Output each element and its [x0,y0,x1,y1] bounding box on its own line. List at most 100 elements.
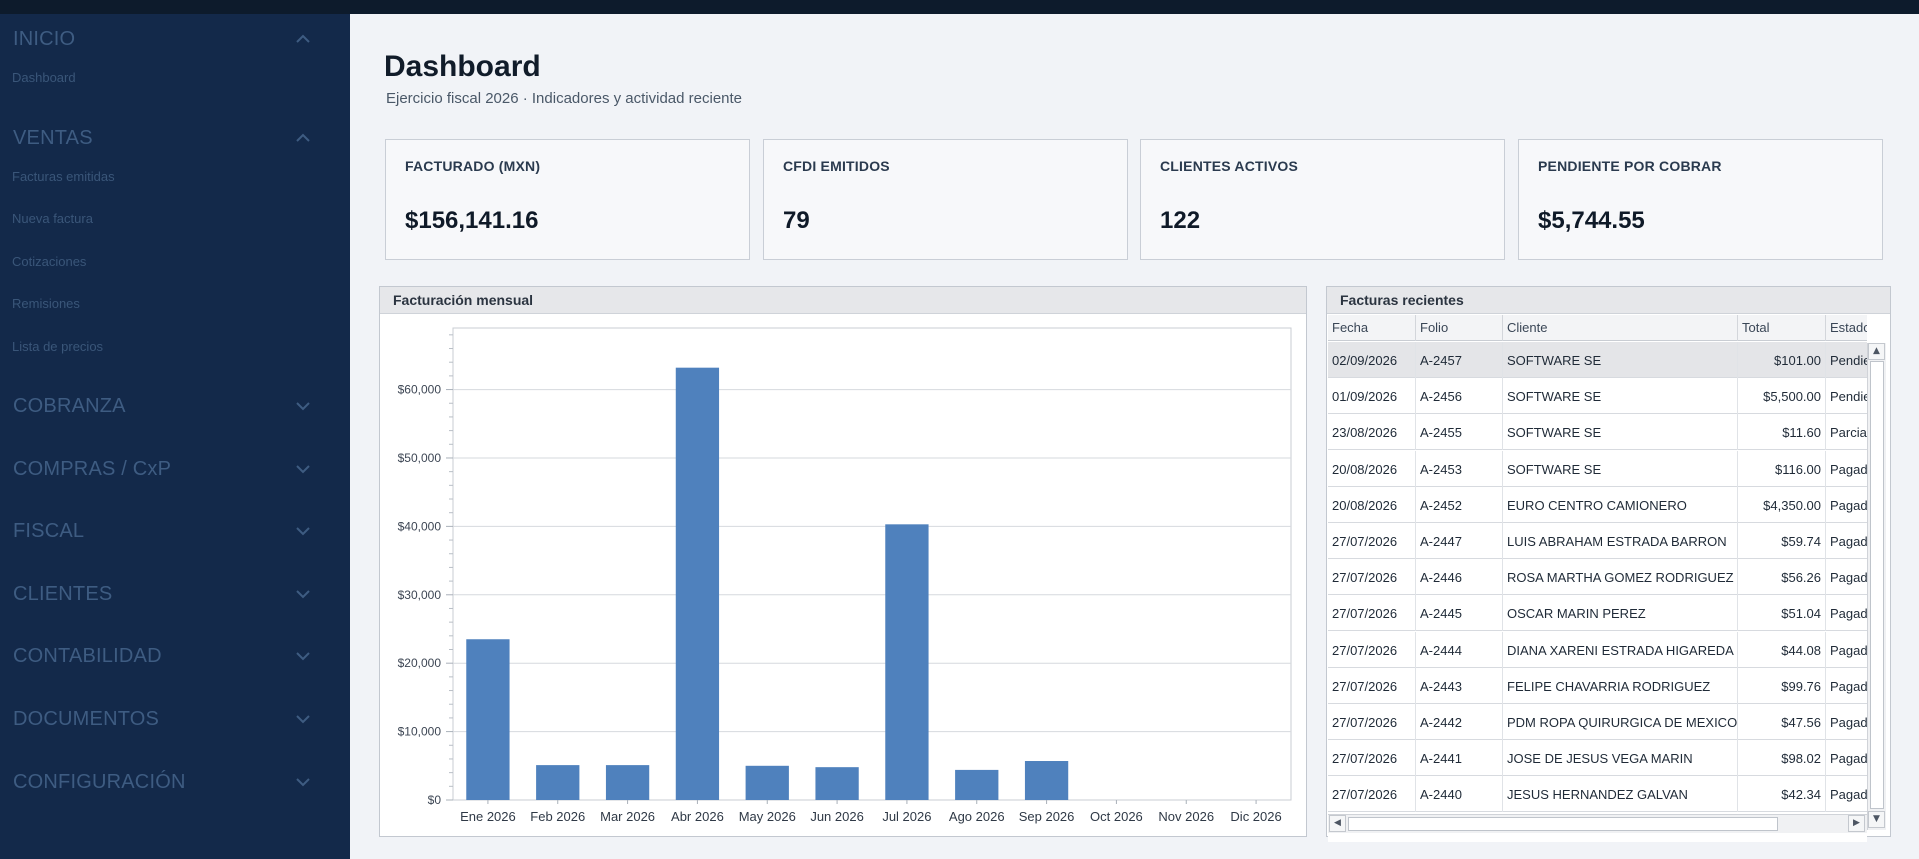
column-header-fecha[interactable]: Fecha [1328,315,1416,341]
table-row[interactable]: 27/07/2026 A-2447 LUIS ABRAHAM ESTRADA BAR… [1328,523,1867,559]
horizontal-scroll-thumb[interactable] [1348,817,1778,831]
kpi-label: PENDIENTE POR COBRAR [1538,158,1722,174]
chart-panel: Facturación mensual $0 $10,000 $20,000 $30,… [379,286,1307,837]
sidebar-item-label: Nueva factura [12,211,93,226]
cell-cliente: SOFTWARE SE [1503,414,1738,451]
cell-cliente: DIANA XARENI ESTRADA HIGAREDA [1503,631,1738,668]
y-tick-label: $0 [428,793,442,807]
y-tick-label: $60,000 [398,383,442,397]
nav-group-ventas[interactable]: VENTAS [0,119,350,159]
column-header-estado[interactable]: Estado [1826,315,1867,341]
vertical-scroll-thumb[interactable] [1870,361,1884,809]
chevron-down-icon[interactable] [294,524,312,538]
cell-estado: Pendiente [1826,342,1867,378]
table-row[interactable]: 27/07/2026 A-2445 OSCAR MARIN PEREZ $51.04 P… [1328,595,1867,632]
cell-cliente: SOFTWARE SE [1503,342,1738,378]
bar-feb-2026 [536,765,580,800]
cell-estado: Pagada [1826,595,1867,631]
cell-estado: Pagada [1826,523,1867,559]
kpi-card-clientes-activos: CLIENTES ACTIVOS 122 [1140,139,1505,260]
cell-total: $51.04 [1738,595,1826,632]
vertical-scrollbar[interactable]: ▲ ▼ [1867,343,1886,830]
sidebar-item-remisiones[interactable]: Remisiones [0,290,350,318]
nav-group-fiscal[interactable]: FISCAL [0,512,350,552]
nav-group-configuracion[interactable]: CONFIGURACIÓN [0,763,350,803]
sidebar-item-lista-de-precios[interactable]: Lista de precios [0,333,350,361]
column-header-folio[interactable]: Folio [1416,315,1503,341]
chart-panel-title: Facturación mensual [393,292,534,308]
table-row[interactable]: 27/07/2026 A-2444 DIANA XARENI ESTRADA HIG… [1328,631,1867,668]
cell-total: $44.08 [1738,631,1826,668]
nav-group-contabilidad[interactable]: CONTABILIDAD [0,637,350,677]
kpi-value: $156,141.16 [405,207,539,234]
page-subtitle: Ejercicio fiscal 2026 · Indicadores y ac… [386,90,743,107]
cell-cliente: SOFTWARE SE [1503,450,1738,487]
y-tick-label: $10,000 [398,725,442,739]
cell-folio: A-2441 [1416,740,1503,777]
column-header-total[interactable]: Total [1738,315,1826,341]
nav-group-compras-cxp[interactable]: COMPRAS / CxP [0,450,350,490]
column-header-cliente[interactable]: Cliente [1503,315,1738,341]
cell-cliente: ROSA MARTHA GOMEZ RODRIGUEZ [1503,559,1738,596]
cell-total: $101.00 [1738,342,1826,378]
cell-fecha: 27/07/2026 [1328,559,1416,596]
cell-estado: Pagada [1826,487,1867,523]
cell-total: $5,500.00 [1738,378,1826,415]
nav-group-label: FISCAL [13,520,85,543]
chevron-up-icon[interactable] [294,32,312,46]
cell-fecha: 27/07/2026 [1328,704,1416,740]
sidebar-item-nueva-factura[interactable]: Nueva factura [0,205,350,233]
cell-fecha: 20/08/2026 [1328,450,1416,487]
invoices-grid[interactable]: Fecha Folio Cliente Total Estado 02/09/2026 A… [1328,315,1867,842]
nav-group-cobranza[interactable]: COBRANZA [0,387,350,427]
nav-group-documentos[interactable]: DOCUMENTOS [0,700,350,740]
x-tick-label: May 2026 [739,809,796,824]
cell-fecha: 02/09/2026 [1328,342,1416,378]
table-row[interactable]: 27/07/2026 A-2442 PDM ROPA QUIRURGICA DE M… [1328,704,1867,740]
table-row[interactable]: 23/08/2026 A-2455 SOFTWARE SE $11.60 Parcial [1328,414,1867,451]
table-row[interactable]: 27/07/2026 A-2443 FELIPE CHAVARRIA RODRIGU… [1328,667,1867,704]
chevron-down-icon[interactable] [294,712,312,726]
cell-fecha: 27/07/2026 [1328,595,1416,632]
chevron-down-icon[interactable] [294,775,312,789]
cell-estado: Pagada [1826,776,1867,812]
table-panel-header: Facturas recientes [1327,287,1890,314]
x-tick-label: Ene 2026 [460,809,516,824]
table-row[interactable]: 27/07/2026 A-2441 JOSE DE JESUS VEGA MARIN… [1328,740,1867,777]
chevron-down-icon[interactable] [294,587,312,601]
sidebar-item-cotizaciones[interactable]: Cotizaciones [0,248,350,276]
chevron-up-icon[interactable] [294,131,312,145]
cell-folio: A-2455 [1416,414,1503,451]
table-row[interactable]: 20/08/2026 A-2452 EURO CENTRO CAMIONERO $4,… [1328,486,1867,523]
cell-cliente: JOSE DE JESUS VEGA MARIN [1503,740,1738,777]
x-tick-label: Jul 2026 [882,809,931,824]
cell-estado: Pagada [1826,740,1867,776]
cell-fecha: 27/07/2026 [1328,523,1416,559]
sidebar-item-label: Dashboard [12,70,76,85]
cell-folio: A-2447 [1416,523,1503,559]
table-row[interactable]: 27/07/2026 A-2440 JESUS HERNANDEZ GALVAN $4… [1328,776,1867,813]
nav-group-clientes[interactable]: CLIENTES [0,575,350,615]
chevron-down-icon[interactable] [294,649,312,663]
kpi-value: 79 [783,207,810,234]
scroll-up-icon[interactable]: ▲ [1868,343,1885,360]
scroll-left-icon[interactable]: ◀ [1329,815,1346,832]
sidebar-item-facturas-emitidas[interactable]: Facturas emitidas [0,163,350,191]
x-tick-label: Dic 2026 [1230,809,1281,824]
chevron-down-icon[interactable] [294,462,312,476]
nav-group-inicio[interactable]: INICIO [0,20,350,60]
table-row[interactable]: 01/09/2026 A-2456 SOFTWARE SE $5,500.00 Pend… [1328,378,1867,415]
cell-folio: A-2456 [1416,378,1503,415]
y-tick-label: $30,000 [398,588,442,602]
horizontal-scrollbar[interactable]: ◀ ▶ [1328,814,1867,833]
x-tick-label: Sep 2026 [1019,809,1075,824]
sidebar-item-dashboard[interactable]: Dashboard [0,64,350,92]
scroll-right-icon[interactable]: ▶ [1848,815,1865,832]
table-row[interactable]: 27/07/2026 A-2446 ROSA MARTHA GOMEZ RODRIG… [1328,559,1867,596]
scroll-down-icon[interactable]: ▼ [1868,811,1885,828]
cell-total: $56.26 [1738,559,1826,596]
chevron-down-icon[interactable] [294,399,312,413]
x-tick-label: Ago 2026 [949,809,1005,824]
